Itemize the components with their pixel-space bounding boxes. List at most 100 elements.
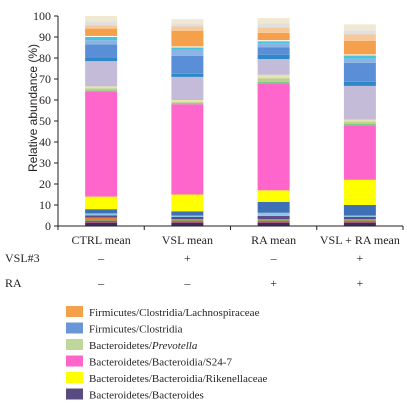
- bar-segment: [85, 28, 118, 36]
- bar-segment: [257, 23, 290, 28]
- bar-segment: [343, 121, 376, 124]
- legend-label: Bacteroidetes/Prevotella: [89, 340, 198, 352]
- bar-segment: [85, 91, 118, 197]
- bar-segment: [257, 18, 290, 24]
- plot-area: 0 10 20 30 40 50 60 70 80 90 100 CTRL mean VSL mean R…: [33, 9, 404, 247]
- legend-item: Bacteroidetes/Bacteroidia/Rikenellaceae: [66, 372, 267, 385]
- treatment-table: VSL#3 – + – + RA – – + +: [5, 251, 363, 290]
- legend-swatch: [66, 372, 83, 383]
- legend-item: Bacteroidetes/Bacteroides: [66, 388, 204, 402]
- bar-segment: [257, 221, 290, 223]
- bar-segment: [171, 55, 204, 74]
- bar-segment: [343, 205, 376, 216]
- treatment-value: +: [270, 276, 277, 290]
- bar-segment: [171, 47, 204, 50]
- y-tick-label: 20: [39, 177, 51, 191]
- treatment-value: –: [97, 276, 105, 290]
- bar-segment: [343, 123, 376, 126]
- legend-swatch: [66, 388, 83, 400]
- bar-segment: [257, 54, 290, 60]
- treatment-value: –: [97, 251, 105, 265]
- bar-segment: [85, 217, 118, 220]
- bar-segment: [343, 222, 376, 226]
- legend-swatch: [66, 355, 83, 367]
- bar-segment: [343, 179, 376, 205]
- bar-segment: [171, 23, 204, 27]
- bar-segment: [171, 49, 204, 56]
- y-tick-label: 60: [39, 93, 51, 107]
- bar-segment: [171, 194, 204, 212]
- treatment-value: –: [183, 276, 191, 290]
- bar-segment: [85, 25, 118, 29]
- bar-segment: [343, 54, 376, 56]
- y-tick-label: 0: [45, 219, 51, 233]
- treatment-value: +: [184, 251, 191, 265]
- bar-segment: [343, 216, 376, 220]
- y-tick-label: 90: [39, 30, 51, 44]
- bar-segment: [171, 26, 204, 31]
- legend-label: Bacteroidetes/Bacteroidia/Rikenellaceae: [89, 373, 267, 385]
- bar-segment: [343, 58, 376, 63]
- bar-segment: [257, 83, 290, 191]
- bar-segment: [85, 88, 118, 91]
- treatment-value: +: [356, 276, 363, 290]
- bar-segment: [257, 78, 290, 82]
- bar-segment: [257, 212, 290, 216]
- bar-segment: [171, 100, 204, 103]
- bar-segment: [85, 196, 118, 210]
- bar-segment: [171, 211, 204, 216]
- y-axis-title: Relative abundance (%): [26, 44, 40, 172]
- x-tick-label: VSL + RA mean: [320, 233, 400, 247]
- x-tick-label: CTRL mean: [72, 233, 131, 247]
- y-tick-label: 30: [39, 156, 51, 170]
- bar-segment: [257, 40, 290, 42]
- legend-item: Firmicutes/Clostridia: [66, 322, 183, 336]
- treatment-row-label: VSL#3: [5, 251, 40, 265]
- bar-segment: [171, 73, 204, 77]
- bar-segment: [171, 46, 204, 48]
- bar-segment: [257, 201, 290, 213]
- bar-segment: [85, 222, 118, 226]
- bar-segment: [343, 81, 376, 86]
- bar-segment: [257, 41, 290, 44]
- legend-label: Bacteroidetes/Bacteroidia/S24-7: [89, 357, 232, 369]
- bar-segment: [257, 27, 290, 33]
- bar-segment: [85, 213, 118, 216]
- bar-segment: [171, 30, 204, 47]
- bar-segment: [171, 222, 204, 226]
- legend-label: Firmicutes/Clostridia: [89, 324, 183, 336]
- legend-swatch: [66, 306, 83, 317]
- bar-segment: [257, 59, 290, 75]
- legend-label-italic: Prevotella: [151, 340, 198, 352]
- treatment-row-label: RA: [5, 276, 22, 290]
- bar-segment: [85, 40, 118, 45]
- legend-label: Firmicutes/Clostridia/Lachnospiraceae: [89, 307, 260, 319]
- bar-segment: [343, 220, 376, 222]
- bar-segment: [257, 47, 290, 55]
- y-tick-label: 40: [39, 135, 51, 149]
- bar-segment: [343, 221, 376, 223]
- y-tick-label: 80: [39, 51, 51, 65]
- bar-segment: [85, 90, 118, 92]
- bar-segment: [85, 86, 118, 89]
- bar-segment: [171, 219, 204, 221]
- bar-segment: [85, 209, 118, 214]
- y-tick-label: 100: [33, 9, 51, 23]
- bar-stack: [85, 16, 118, 226]
- bar-segment: [343, 119, 376, 122]
- bar-segment: [171, 215, 204, 217]
- bar-segment: [343, 125, 376, 180]
- legend-item: Firmicutes/Clostridia/Lachnospiraceae: [66, 306, 260, 319]
- bar-segment: [85, 16, 118, 22]
- bar-segment: [343, 30, 376, 35]
- bar-stack: [171, 19, 204, 226]
- bar-segment: [171, 220, 204, 222]
- bar-segment: [85, 37, 118, 41]
- bar-segment: [85, 44, 118, 58]
- bar-segment: [171, 104, 204, 195]
- bar-segment: [343, 34, 376, 41]
- x-tick-label: VSL mean: [162, 233, 213, 247]
- bar-segment: [257, 81, 290, 84]
- legend-label: Bacteroidetes/Bacteroides: [89, 390, 204, 402]
